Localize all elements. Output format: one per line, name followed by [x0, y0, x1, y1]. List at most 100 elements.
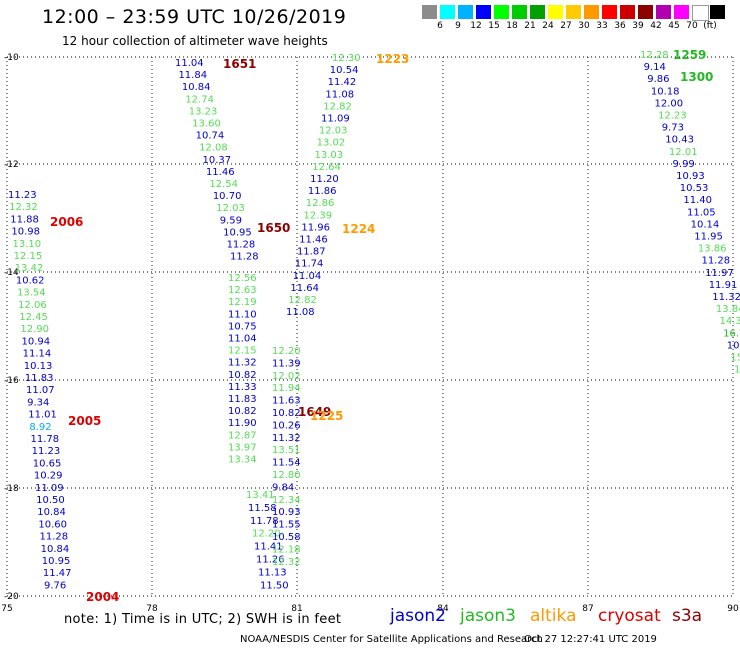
wave-height-label: 10.53 [680, 183, 709, 194]
lon-label: 81 [291, 604, 302, 614]
wave-height-label: 10.37 [203, 155, 232, 166]
scale-label: 33 [596, 21, 608, 31]
scale-label: 45 [668, 21, 680, 31]
wave-height-label: 11.83 [25, 373, 54, 384]
wave-height-label: 12.28 [640, 50, 669, 61]
wave-height-label: 11.95 [694, 232, 723, 243]
wave-height-label: 11.87 [297, 247, 326, 258]
scale-label: 12 [470, 21, 482, 31]
wave-height-label: 10.82 [228, 370, 257, 381]
wave-height-label: 11.74 [295, 259, 324, 270]
wave-height-label: 12.01 [669, 147, 698, 158]
wave-height-label: 11.26 [256, 555, 285, 566]
wave-height-label: 13.41 [246, 490, 275, 501]
pass-time-label: 1225 [310, 409, 343, 423]
scale-label: 30 [578, 21, 590, 31]
credit-text: NOAA/NESDIS Center for Satellite Applica… [240, 634, 543, 645]
wave-height-label: 12.80 [272, 470, 301, 481]
wave-height-label: 13.10 [13, 239, 42, 250]
wave-height-label: 11.08 [325, 89, 354, 100]
wave-height-label: 12.23 [658, 111, 687, 122]
wave-height-label: 11.32 [228, 358, 257, 369]
wave-height-label: 10.13 [24, 361, 53, 372]
generated-timestamp: Oct 27 12:27:41 UTC 2019 [524, 634, 657, 645]
wave-height-label: 10.18 [651, 86, 680, 97]
mission-altika: altika [530, 606, 577, 626]
wave-height-label: 11.08 [286, 307, 315, 318]
lat-label: -14 [4, 268, 19, 278]
wave-height-label: 11.07 [26, 385, 55, 396]
wave-height-label: 12.63 [228, 285, 257, 296]
pass-time-label: 1300 [680, 70, 713, 84]
scale-label: 36 [614, 21, 626, 31]
scale-label: 6 [437, 21, 443, 31]
wave-height-label: 12.74 [185, 94, 214, 105]
wave-height-label: 12.00 [654, 98, 683, 109]
wave-height-label: 11.42 [328, 77, 357, 88]
lon-label: 90 [727, 604, 739, 614]
wave-height-label: 11.28 [701, 256, 730, 267]
lon-label: 75 [1, 604, 12, 614]
wave-height-label: 11.20 [310, 174, 339, 185]
scale-swatch [476, 5, 491, 19]
wave-height-label: 13.34 [228, 455, 257, 466]
scale-label: 27 [560, 21, 572, 31]
wave-height-label: 10.84 [182, 82, 211, 93]
wave-height-label: 13.03 [314, 150, 343, 161]
wave-height-label: 12.39 [304, 210, 333, 221]
wave-height-label: 9.99 [673, 159, 695, 170]
wave-height-label: 11.64 [290, 283, 319, 294]
wave-height-label: 13.54 [17, 288, 46, 299]
wave-height-label: 11.94 [272, 383, 301, 394]
wave-height-label: 13.02 [317, 138, 346, 149]
scale-label: 24 [542, 21, 554, 31]
wave-height-label: 10.84 [37, 507, 66, 518]
wave-height-label: 11.09 [35, 483, 64, 494]
wave-height-label: 12.19 [228, 297, 257, 308]
scale-swatch [638, 5, 653, 19]
scale-label: 21 [524, 21, 536, 31]
wave-height-label: 11.33 [228, 382, 257, 393]
lat-label: -10 [4, 53, 19, 63]
scale-swatch [458, 5, 473, 19]
mission-s3a: s3a [672, 606, 703, 626]
wave-height-label: 11.41 [254, 542, 283, 553]
wave-height-label: 9.84 [272, 482, 294, 493]
wave-height-label: 11.47 [43, 568, 72, 579]
lat-label: -16 [4, 376, 19, 386]
wave-height-label: 13.97 [228, 442, 257, 453]
scale-swatch [692, 5, 709, 21]
scale-swatch [620, 5, 635, 19]
wave-height-label: 14.3 [720, 316, 740, 327]
wave-height-label: 10.82 [272, 408, 301, 419]
wave-height-label: 12.15 [14, 251, 43, 262]
wave-height-label: 12.15 [228, 346, 257, 357]
wave-height-label: 12.64 [312, 162, 341, 173]
wave-height-label: 10.65 [33, 458, 62, 469]
wave-height-label: 12.18 [272, 544, 301, 555]
wave-height-label: 9.76 [44, 580, 66, 591]
wave-height-label: 11.23 [8, 190, 37, 201]
pass-time-label: 2005 [68, 414, 101, 428]
wave-height-label: 11.86 [308, 186, 337, 197]
wave-height-label: 10.14 [691, 219, 720, 230]
wave-height-label: 10.50 [36, 495, 65, 506]
wave-height-label: 12.02 [272, 371, 301, 382]
wave-height-label: 11.96 [301, 222, 330, 233]
mission-jason2: jason2 [390, 606, 446, 626]
wave-height-label: 11.50 [260, 580, 289, 591]
units-note: note: 1) Time is in UTC; 2) SWH is in fe… [64, 612, 342, 627]
wave-height-label: 11.46 [299, 235, 328, 246]
altimeter-tracks: 11.0411.8410.8412.7413.2313.6010.7412.08… [8, 50, 740, 591]
wave-height-label: 12.45 [19, 312, 48, 323]
wave-height-label: 11.97 [705, 268, 734, 279]
wave-height-label: 12.82 [323, 101, 352, 112]
wave-height-label: 12.32 [272, 557, 301, 568]
wave-height-label: 10.84 [41, 544, 70, 555]
wave-height-label: 10.98 [11, 227, 40, 238]
wave-height-label: 9.73 [662, 123, 684, 134]
wave-height-label: 11.46 [206, 167, 235, 178]
scale-label: 39 [632, 21, 644, 31]
wave-height-label: 12.03 [319, 126, 348, 137]
